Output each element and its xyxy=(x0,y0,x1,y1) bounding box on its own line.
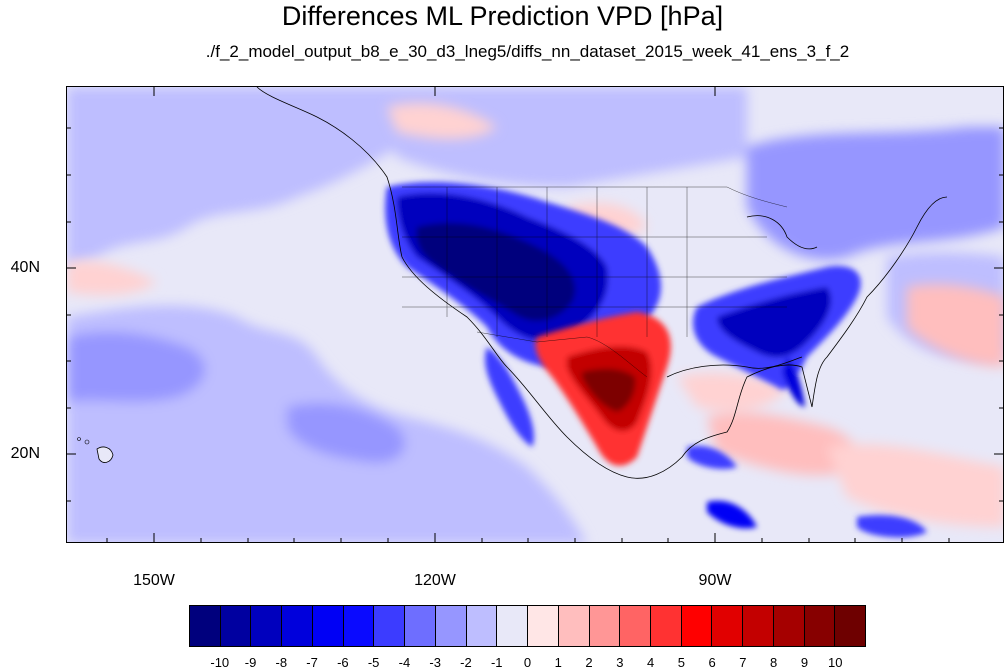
lon-label-150w: 150W xyxy=(133,572,175,589)
colorbar-tick-label: 7 xyxy=(739,655,747,670)
colorbar-swatch xyxy=(620,606,652,646)
gulf-coast xyxy=(666,356,803,378)
colorbar-swatch xyxy=(190,606,221,646)
colorbar-swatch xyxy=(312,606,344,646)
colorbar-swatch xyxy=(282,606,313,646)
colorbar-swatch xyxy=(435,606,467,646)
north-america-coast xyxy=(256,87,948,479)
mexico-deep xyxy=(582,368,636,412)
baja-strip xyxy=(485,347,534,447)
colorbar-swatch xyxy=(466,606,498,646)
colorbar-tick-label: -3 xyxy=(429,655,441,670)
colorbar-tick-label: -6 xyxy=(337,655,349,670)
great-lakes xyxy=(746,215,818,250)
positive-patches xyxy=(67,103,1003,527)
state-lines-1 xyxy=(446,187,688,337)
colorbar-swatch xyxy=(343,606,375,646)
pink-gulf xyxy=(677,372,787,411)
pink-hawaii-north xyxy=(67,260,157,295)
political-borders xyxy=(402,186,788,378)
colorbar-tick-label: 8 xyxy=(770,655,778,670)
caribbean-blue xyxy=(707,500,757,529)
colorbar-swatch xyxy=(681,606,713,646)
hawaii-oahu xyxy=(77,437,81,441)
colorbar-tick-label: 3 xyxy=(616,655,624,670)
pacific-hawaii-region xyxy=(67,331,206,402)
colorbar-tick-label: 5 xyxy=(677,655,685,670)
map-panel xyxy=(66,86,1004,543)
colorbar-tick-label: 1 xyxy=(554,655,562,670)
central-america-patches xyxy=(687,445,927,538)
northeast-atlantic-blue xyxy=(747,127,1003,260)
map-canvas xyxy=(67,87,1003,542)
colorbar-swatch xyxy=(528,606,559,646)
colorbar-tick-label: 6 xyxy=(708,655,716,670)
colorbar-tick-label: 10 xyxy=(827,655,843,670)
pink-pacific-north xyxy=(387,103,497,139)
us-mexico-border xyxy=(476,331,648,378)
colorbar-swatch xyxy=(743,606,774,646)
colorbar-tick-label: -5 xyxy=(367,655,380,670)
yucatan-blue xyxy=(687,445,737,469)
pacific-band-north xyxy=(67,87,397,267)
colorbar-tick-label: -2 xyxy=(460,655,472,670)
colorbar xyxy=(189,605,866,647)
colorbar-swatch xyxy=(651,606,682,646)
colorbar-swatch xyxy=(251,606,283,646)
hawaii-islands xyxy=(77,437,114,463)
hawaii-maui xyxy=(84,439,90,445)
figure-title: Differences ML Prediction VPD [hPa] xyxy=(281,1,724,31)
lat-label-40n: 40N xyxy=(10,259,40,276)
colorbar-swatch xyxy=(220,606,252,646)
colorbar-swatch xyxy=(589,606,621,646)
southeast-core xyxy=(717,287,831,358)
colorbar-swatch xyxy=(804,606,836,646)
colorbar-tick-label: 0 xyxy=(523,655,532,670)
lon-label-120w: 120W xyxy=(414,572,456,589)
colorbar-swatch xyxy=(835,606,866,646)
us-canada-border xyxy=(402,186,788,208)
lon-label-90w: 90W xyxy=(698,572,732,589)
colorbar-tick-label: -10 xyxy=(210,655,230,670)
florida xyxy=(782,357,805,407)
colorbar-swatch xyxy=(497,606,529,646)
colorbar-swatch xyxy=(405,606,436,646)
pink-atlantic xyxy=(907,284,1003,367)
pink-caribbean xyxy=(707,412,858,476)
colorbar-tick-label: 9 xyxy=(800,655,809,670)
colorbar-tick-label: 2 xyxy=(585,655,593,670)
figure-subtitle: ./f_2_model_output_b8_e_30_d3_lneg5/diff… xyxy=(205,42,850,61)
colorbar-swatch xyxy=(374,606,406,646)
colorbar-tick-label: -4 xyxy=(398,655,411,670)
colorbar-swatch xyxy=(558,606,590,646)
colorbar-tick-label: -9 xyxy=(244,655,257,670)
pink-caribbean-east xyxy=(827,444,1003,527)
southeast-caribbean-blue xyxy=(857,515,927,538)
lat-label-20n: 20N xyxy=(10,445,40,462)
colorbar-tick-label: -1 xyxy=(490,655,503,670)
coastlines xyxy=(256,87,948,479)
colorbar-tick-label: -8 xyxy=(275,655,288,670)
colorbar-swatch xyxy=(712,606,744,646)
western-us-negative-region xyxy=(385,182,661,447)
state-lines-2 xyxy=(402,236,787,308)
pacific-south-blob xyxy=(287,403,406,463)
colorbar-tick-label: -7 xyxy=(306,655,318,670)
western-us-deep xyxy=(416,223,576,321)
mexico-positive-region xyxy=(535,312,671,466)
southeast-us-negative-region xyxy=(693,266,861,407)
colorbar-swatch xyxy=(773,606,805,646)
hawaii-big-island xyxy=(96,446,114,463)
colorbar-tick-label: 4 xyxy=(646,655,655,670)
